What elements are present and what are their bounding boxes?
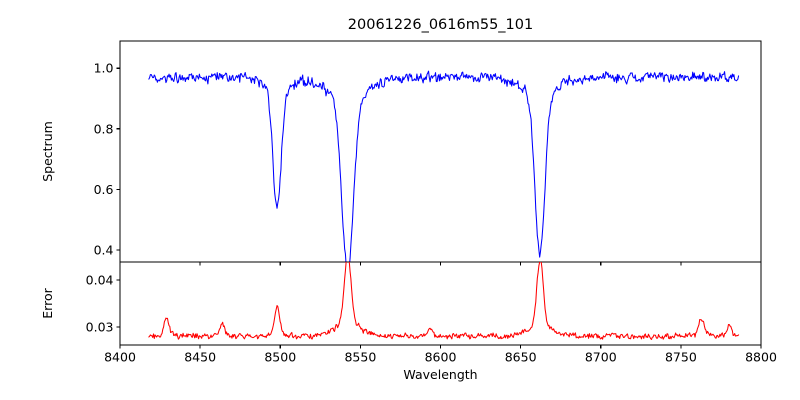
- y-tick-label: 0.4: [94, 242, 114, 257]
- spectrum-y-ticks: 0.4 0.6 0.8 1.0: [94, 61, 120, 257]
- y-tick-label: 0.6: [94, 182, 114, 197]
- error-axis-label: Error: [40, 287, 55, 318]
- y-tick-label: 0.03: [86, 320, 114, 335]
- error-panel: 0.03 0.04 8400 8450 8500 8550 8600 8650 8700 875…: [40, 261, 777, 365]
- page-title: 20061226_0616m55_101: [348, 17, 533, 33]
- y-tick-label: 0.04: [86, 272, 114, 287]
- x-tick-label: 8650: [505, 350, 537, 365]
- x-tick-label: 8800: [745, 350, 777, 365]
- y-tick-label: 1.0: [94, 61, 114, 76]
- y-tick-label: 0.8: [94, 121, 114, 136]
- x-tick-label: 8400: [104, 350, 136, 365]
- spectrum-data-line: [148, 70, 740, 262]
- x-tick-label: 8600: [425, 350, 457, 365]
- error-data-line: [148, 262, 740, 340]
- spectrum-panel: 0.4 0.6 0.8 1.0 Spectrum: [40, 40, 762, 266]
- error-x-ticks: 8400 8450 8500 8550 8600 8650 8700 8750 8800: [104, 345, 777, 365]
- x-tick-label: 8750: [665, 350, 697, 365]
- x-tick-label: 8550: [344, 350, 376, 365]
- error-y-ticks: 0.03 0.04: [86, 272, 120, 335]
- x-tick-label: 8700: [585, 350, 617, 365]
- spectrum-axis-label: Spectrum: [40, 121, 55, 182]
- x-tick-label: 8500: [264, 350, 296, 365]
- x-axis-label: Wavelength: [403, 367, 477, 382]
- x-tick-label: 8450: [184, 350, 216, 365]
